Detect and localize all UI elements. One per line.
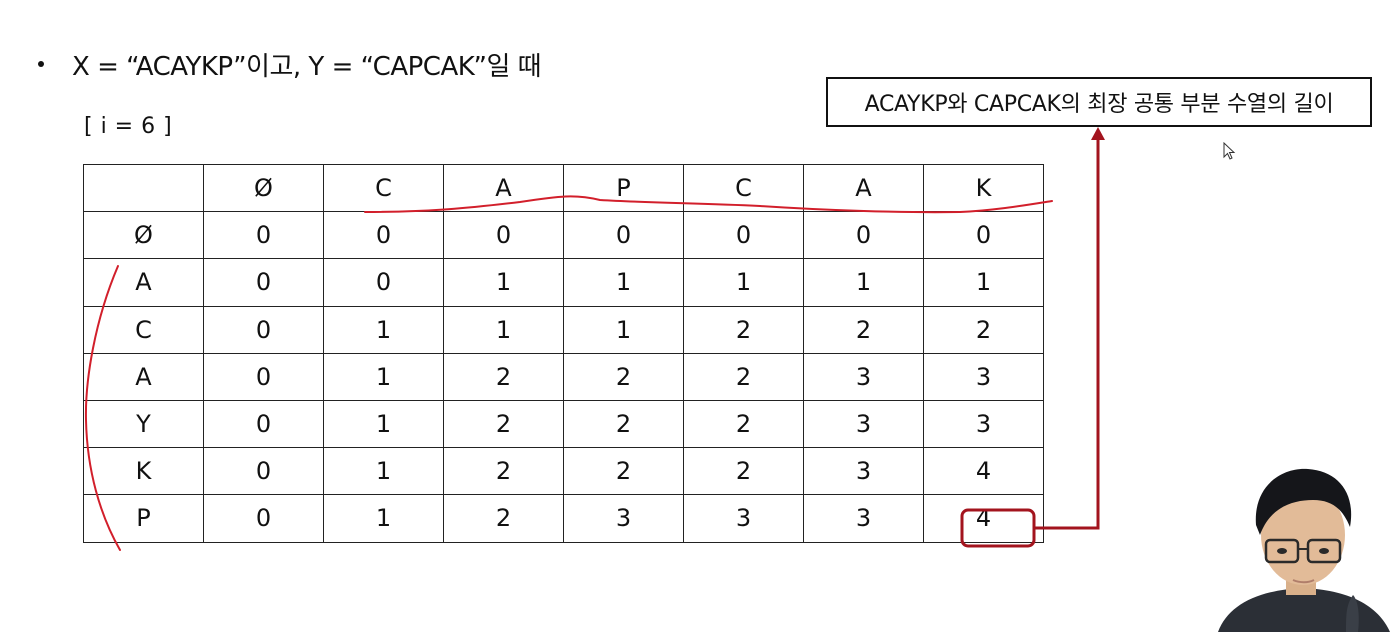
row-label-cell: P: [83, 494, 204, 543]
table-row: K 0 1 2 2 2 3 4: [83, 447, 1044, 496]
table-row: A 0 1 2 2 2 3 3: [83, 352, 1044, 401]
header-cell: P: [563, 163, 684, 213]
value-cell: 2: [683, 305, 804, 354]
header-cell: A: [443, 163, 564, 213]
value-cell: 1: [323, 305, 444, 354]
header-cell: [83, 163, 204, 213]
mouse-pointer-icon: [1223, 142, 1236, 160]
arrow-head-icon: [1091, 127, 1105, 140]
value-cell: 1: [443, 258, 564, 307]
value-cell: 1: [443, 305, 564, 354]
value-cell: 1: [563, 258, 684, 307]
header-cell: A: [803, 163, 924, 213]
value-cell: 2: [443, 494, 564, 543]
row-label-cell: Ø: [83, 211, 204, 260]
heading-text: X = “ACAYKP”이고, Y = “CAPCAK”일 때: [72, 51, 542, 82]
value-cell: 0: [203, 399, 324, 449]
header-cell: C: [323, 163, 444, 213]
callout-box: ACAYKP와 CAPCAK의 최장 공통 부분 수열의 길이: [826, 77, 1372, 127]
value-cell: 0: [203, 258, 324, 307]
value-cell: 1: [563, 305, 684, 354]
value-cell: 0: [203, 494, 324, 543]
value-cell: 0: [323, 258, 444, 307]
value-cell: 1: [323, 399, 444, 449]
table-row: C 0 1 1 1 2 2 2: [83, 305, 1044, 354]
value-cell: 3: [803, 352, 924, 401]
value-cell: 2: [563, 399, 684, 449]
header-cell: C: [683, 163, 804, 213]
value-cell: 3: [563, 494, 684, 543]
row-label-cell: K: [83, 447, 204, 496]
value-cell: 2: [683, 352, 804, 401]
value-cell: 1: [803, 258, 924, 307]
value-cell: 0: [203, 305, 324, 354]
value-cell: 1: [323, 494, 444, 543]
value-cell: 2: [683, 399, 804, 449]
row-label-cell: A: [83, 258, 204, 307]
value-cell: 3: [803, 399, 924, 449]
lcs-table: Ø C A P C A K Ø 0 0 0 0 0 0 0 A 0 0 1 1 …: [83, 163, 1044, 543]
table-row: P 0 1 2 3 3 3 4: [83, 494, 1044, 543]
value-cell: 1: [323, 447, 444, 496]
value-cell: 3: [803, 494, 924, 543]
value-cell: 3: [683, 494, 804, 543]
value-cell: 0: [323, 211, 444, 260]
row-label-cell: A: [83, 352, 204, 401]
value-cell: 0: [923, 211, 1044, 260]
value-cell: 1: [683, 258, 804, 307]
value-cell: 2: [683, 447, 804, 496]
header-cell: Ø: [203, 163, 324, 213]
value-cell: 0: [803, 211, 924, 260]
table-row: A 0 0 1 1 1 1 1: [83, 258, 1044, 307]
value-cell: 2: [563, 447, 684, 496]
row-label-cell: Y: [83, 399, 204, 449]
value-cell: 2: [443, 399, 564, 449]
value-cell: 0: [563, 211, 684, 260]
table-header-row: Ø C A P C A K: [83, 163, 1044, 213]
value-cell: 1: [323, 352, 444, 401]
row-label-cell: C: [83, 305, 204, 354]
table-row: Y 0 1 2 2 2 3 3: [83, 399, 1044, 449]
iteration-label: [ i = 6 ]: [84, 114, 173, 139]
bullet-heading: X = “ACAYKP”이고, Y = “CAPCAK”일 때: [38, 44, 542, 84]
value-cell: 3: [923, 352, 1044, 401]
value-cell: 2: [563, 352, 684, 401]
value-cell: 1: [923, 258, 1044, 307]
value-cell: 2: [803, 305, 924, 354]
table-row: Ø 0 0 0 0 0 0 0: [83, 211, 1044, 260]
value-cell: 0: [683, 211, 804, 260]
callout-text: ACAYKP와 CAPCAK의 최장 공통 부분 수열의 길이: [864, 92, 1334, 117]
value-cell: 2: [443, 447, 564, 496]
value-cell: 3: [923, 399, 1044, 449]
value-cell: 2: [443, 352, 564, 401]
value-cell: 2: [923, 305, 1044, 354]
value-cell: 0: [203, 447, 324, 496]
value-cell: 0: [203, 352, 324, 401]
presenter-webcam: [1208, 455, 1398, 632]
value-cell: 0: [443, 211, 564, 260]
value-cell: 0: [203, 211, 324, 260]
header-cell: K: [923, 163, 1044, 213]
bullet-dot-icon: [38, 61, 44, 67]
value-cell: 4: [923, 447, 1044, 496]
answer-cell: 4: [923, 494, 1044, 543]
value-cell: 3: [803, 447, 924, 496]
